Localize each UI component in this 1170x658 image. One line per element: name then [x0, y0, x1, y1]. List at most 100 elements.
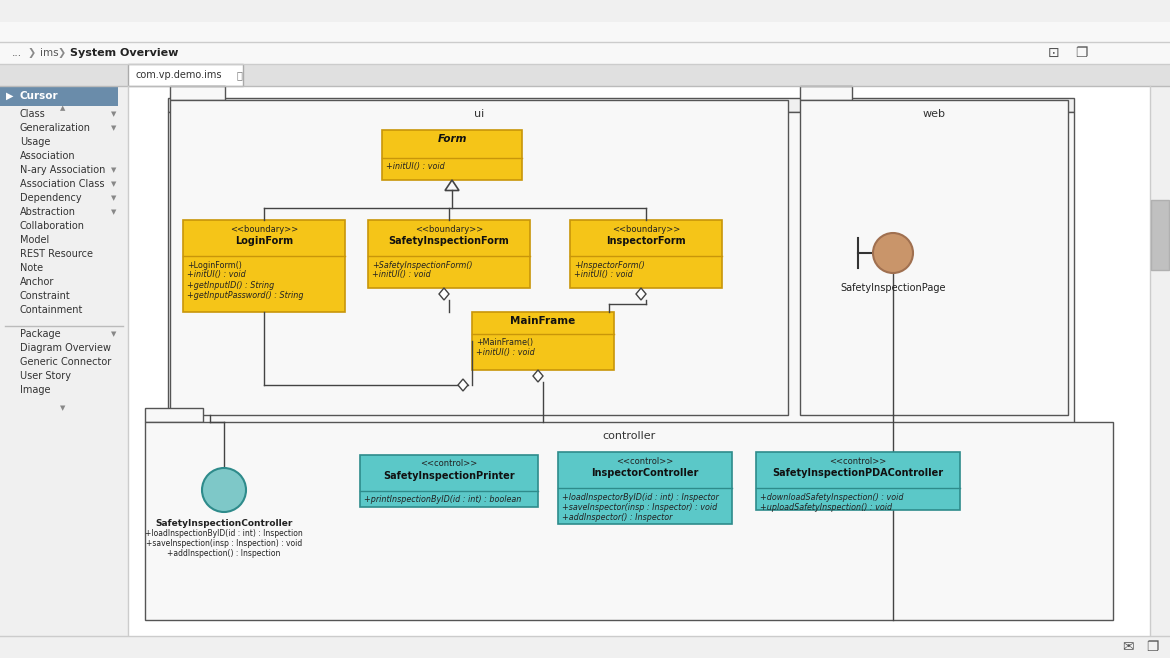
Text: Package: Package	[20, 329, 61, 339]
Text: Class: Class	[20, 109, 46, 119]
Bar	[472, 312, 614, 370]
Text: Generalization: Generalization	[20, 123, 91, 133]
Text: Association Class: Association Class	[20, 179, 104, 189]
Bar	[1150, 86, 1170, 644]
Bar	[800, 86, 852, 100]
Text: ✕: ✕	[1069, 5, 1080, 18]
Text: +initUI() : void: +initUI() : void	[187, 270, 246, 280]
Text: ui: ui	[474, 109, 484, 119]
Bar	[0, 86, 128, 644]
Text: +addInspection() : Inspection: +addInspection() : Inspection	[167, 549, 281, 559]
Text: Cursor: Cursor	[20, 91, 58, 101]
Text: ▼: ▼	[111, 167, 116, 173]
Text: ▼: ▼	[111, 209, 116, 215]
Text: Constraint: Constraint	[20, 291, 70, 301]
Text: +initUI() : void: +initUI() : void	[476, 349, 535, 357]
Text: InspectorForm: InspectorForm	[606, 236, 686, 246]
Text: +SafetyInspectionForm(): +SafetyInspectionForm()	[372, 261, 473, 270]
Text: SafetyInspectionController: SafetyInspectionController	[156, 520, 292, 528]
Text: Generic Connector: Generic Connector	[20, 357, 111, 367]
Text: Team: Team	[275, 27, 303, 37]
Text: <<control>>: <<control>>	[830, 457, 887, 465]
Text: ❯: ❯	[28, 48, 36, 58]
Polygon shape	[439, 288, 449, 300]
Text: N-ary Association: N-ary Association	[20, 165, 105, 175]
Circle shape	[202, 468, 246, 512]
Bar	[1151, 200, 1169, 270]
Text: ● Inspection – Visual Paradigm Enterprise: ● Inspection – Visual Paradigm Enterpris…	[15, 6, 249, 16]
Bar	[381, 130, 522, 180]
Text: ▼: ▼	[111, 195, 116, 201]
Text: UeXceler: UeXceler	[135, 27, 181, 37]
Text: User Story: User Story	[20, 371, 71, 381]
Text: ...: ...	[12, 48, 22, 58]
Text: +LoginForm(): +LoginForm()	[187, 261, 242, 270]
Bar	[145, 408, 204, 422]
Text: Note: Note	[20, 263, 43, 273]
Text: <<control>>: <<control>>	[420, 459, 477, 468]
Text: +downloadSafetyInspection() : void: +downloadSafetyInspection() : void	[760, 492, 903, 501]
Text: Help: Help	[448, 27, 473, 37]
Text: +MainFrame(): +MainFrame()	[476, 338, 534, 347]
Bar	[183, 220, 345, 312]
Text: Diagram Overview: Diagram Overview	[20, 343, 111, 353]
Text: +uploadSafetyInspection() : void: +uploadSafetyInspection() : void	[760, 503, 892, 511]
Text: Project: Project	[51, 27, 87, 37]
Bar	[128, 86, 1150, 644]
Text: SafetyInspectionForm: SafetyInspectionForm	[388, 236, 509, 246]
Text: Tools: Tools	[309, 27, 335, 37]
Bar	[570, 220, 722, 288]
Text: +loadInspectionByID(id : int) : Inspection: +loadInspectionByID(id : int) : Inspecti…	[145, 530, 303, 538]
Bar	[145, 422, 1113, 620]
Text: ▶: ▶	[6, 91, 14, 101]
Bar	[0, 86, 118, 106]
Text: com.vp.demo.ims: com.vp.demo.ims	[136, 70, 222, 80]
Text: Modeling: Modeling	[347, 27, 395, 37]
Text: ▲: ▲	[61, 105, 66, 111]
Text: web: web	[922, 109, 945, 119]
Text: +saveInspector(insp : Inspector) : void: +saveInspector(insp : Inspector) : void	[562, 503, 717, 511]
Bar	[0, 64, 1170, 86]
Bar	[756, 452, 961, 510]
Text: LoginForm: LoginForm	[235, 236, 292, 246]
Text: Usage: Usage	[20, 137, 50, 147]
Text: MainFrame: MainFrame	[510, 316, 576, 326]
Text: ❯: ❯	[58, 48, 67, 58]
Text: System Overview: System Overview	[70, 48, 178, 58]
Text: –: –	[986, 5, 993, 18]
Text: Anchor: Anchor	[20, 277, 54, 287]
Bar	[0, 0, 1170, 22]
Text: ❐: ❐	[1075, 46, 1087, 60]
Text: Window: Window	[404, 27, 445, 37]
Text: □: □	[1024, 5, 1035, 18]
Circle shape	[873, 233, 913, 273]
Bar	[0, 22, 1170, 42]
Text: ▼: ▼	[111, 331, 116, 337]
Text: Dash: Dash	[18, 27, 44, 37]
Text: +initUI() : void: +initUI() : void	[386, 163, 445, 172]
Polygon shape	[457, 379, 468, 391]
Text: ▼: ▼	[111, 181, 116, 187]
Text: +initUI() : void: +initUI() : void	[574, 270, 633, 280]
Text: Diagram: Diagram	[192, 27, 236, 37]
Text: Abstraction: Abstraction	[20, 207, 76, 217]
Text: +initUI() : void: +initUI() : void	[372, 270, 431, 280]
Bar	[558, 452, 732, 524]
Bar	[800, 100, 1068, 415]
Text: 🔍: 🔍	[238, 70, 243, 80]
Text: Form: Form	[438, 134, 467, 144]
Text: SafetyInspectionPage: SafetyInspectionPage	[840, 283, 945, 293]
Bar	[118, 86, 128, 644]
Text: ITSM: ITSM	[102, 27, 126, 37]
Text: Dependency: Dependency	[20, 193, 82, 203]
Bar	[128, 64, 243, 86]
Bar	[170, 86, 225, 100]
Text: +InspectorForm(): +InspectorForm()	[574, 261, 645, 270]
Bar	[168, 112, 1074, 427]
Text: +loadInspectorByID(id : int) : Inspector: +loadInspectorByID(id : int) : Inspector	[562, 492, 718, 501]
Text: SafetyInspectionPrinter: SafetyInspectionPrinter	[384, 471, 515, 481]
Bar	[360, 455, 538, 507]
Text: ▼: ▼	[111, 111, 116, 117]
Bar	[369, 220, 530, 288]
Text: Image: Image	[20, 385, 50, 395]
